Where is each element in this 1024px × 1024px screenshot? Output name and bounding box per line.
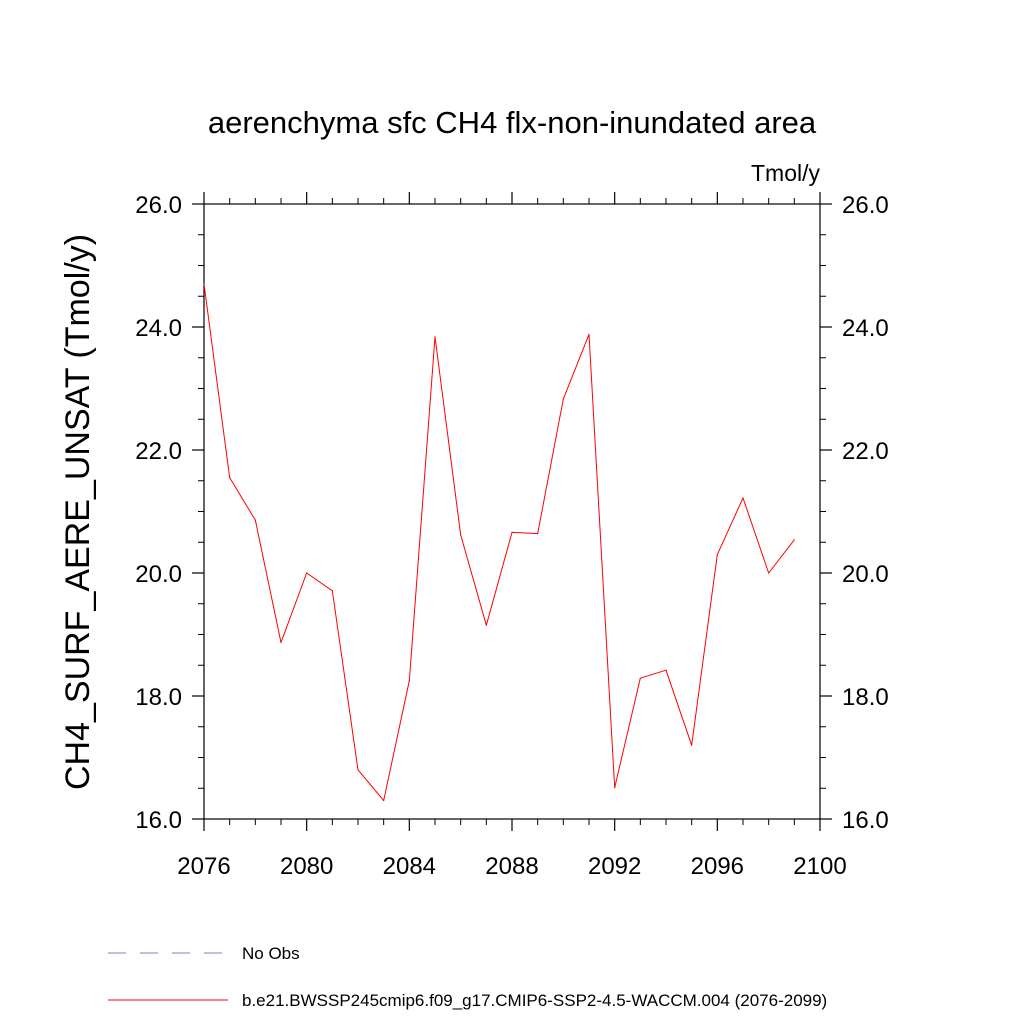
data-point (639, 677, 641, 679)
data-point (588, 333, 590, 335)
x-tick-label: 2084 (383, 853, 436, 880)
data-point (742, 497, 744, 499)
data-point (614, 787, 616, 789)
y-tick-label-right: 22.0 (842, 438, 889, 465)
data-point (357, 769, 359, 771)
x-tick-label: 2088 (485, 853, 538, 880)
data-point (254, 519, 256, 521)
legend-label: No Obs (242, 944, 300, 963)
y-tick-label-left: 16.0 (135, 807, 182, 834)
data-point (665, 669, 667, 671)
x-tick-label: 2076 (177, 853, 230, 880)
data-point (383, 799, 385, 802)
plot-frame (203, 203, 821, 820)
series-layer (203, 283, 795, 802)
chart-title: aerenchyma sfc CH4 flx-non-inundated are… (208, 105, 817, 140)
series-line (203, 283, 795, 802)
y-tick-label-right: 16.0 (842, 807, 889, 834)
legend-label: b.e21.BWSSP245cmip6.f09_g17.CMIP6-SSP2-4… (242, 991, 827, 1010)
x-tick-label: 2092 (588, 853, 641, 880)
data-point (537, 533, 539, 535)
y-tick-label-right: 26.0 (842, 192, 889, 219)
data-point (562, 398, 564, 400)
data-point (434, 336, 436, 338)
x-tick-label: 2100 (793, 853, 846, 880)
y-tick-label-left: 20.0 (135, 561, 182, 588)
y-axis-title: CH4_SURF_AERE_UNSAT (Tmol/y) (59, 234, 97, 790)
data-point (485, 624, 487, 626)
data-point (408, 680, 410, 682)
data-point (280, 641, 282, 644)
units-label: Tmol/y (751, 160, 821, 186)
y-tick-label-right: 18.0 (842, 684, 889, 711)
x-tick-label: 2096 (691, 853, 744, 880)
data-point (768, 572, 770, 574)
data-point (793, 539, 795, 541)
data-point (460, 534, 462, 536)
y-tick-label-left: 24.0 (135, 315, 182, 342)
legend: No Obs b.e21.BWSSP245cmip6.f09_g17.CMIP6-… (108, 944, 827, 1010)
y-tick-label-left: 22.0 (135, 438, 182, 465)
data-point (306, 572, 308, 574)
y-tick-label-right: 20.0 (842, 561, 889, 588)
y-tick-label-left: 18.0 (135, 684, 182, 711)
data-point (229, 477, 231, 479)
data-point (511, 531, 513, 534)
data-point (716, 553, 718, 556)
data-point (331, 590, 333, 592)
y-tick-label-left: 26.0 (135, 192, 182, 219)
x-tick-label: 2080 (280, 853, 333, 880)
y-tick-label-right: 24.0 (842, 315, 889, 342)
ticks-layer: 2076 2080 2084 2088 2092 2096 2100 16.0 16.0 18.0… (135, 192, 889, 880)
data-point (691, 744, 693, 746)
data-point (203, 283, 205, 285)
